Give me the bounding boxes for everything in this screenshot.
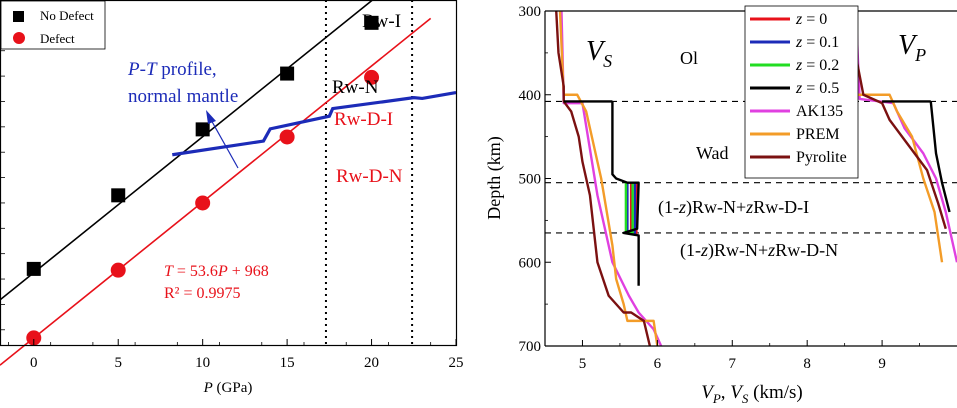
left-legend: No Defect Defect xyxy=(0,0,106,50)
x-tick-label: 5 xyxy=(579,356,587,372)
fit-line xyxy=(0,17,432,366)
legend-label: Pyrolite xyxy=(796,149,847,166)
annotation-r-squared: R² = 0.9975 xyxy=(164,285,241,302)
annotation-vp: VP xyxy=(898,30,926,65)
legend-label: z = 0.5 xyxy=(795,80,839,97)
x-tick-label: 9 xyxy=(878,356,886,372)
data-point-defect xyxy=(195,195,211,211)
annotation-rw-d-n: Rw-D-N xyxy=(336,166,403,187)
left-plot-area xyxy=(0,0,457,366)
annotation-rw-d-i: Rw-D-I xyxy=(334,109,393,130)
pt-profile-arrow xyxy=(206,110,239,169)
data-point-defect xyxy=(26,330,42,346)
right-chart: 5 6 7 8 9 300 400 500 600 700 VS VP Ol Wad (1-z)R… xyxy=(484,4,957,406)
x-tick-label: 5 xyxy=(114,355,122,371)
data-point-no-defect xyxy=(280,66,295,81)
data-point-defect xyxy=(364,69,380,85)
legend-label-no-defect: No Defect xyxy=(40,8,94,23)
annotation-layer2: (1-z)Rw-N+zRw-D-N xyxy=(680,240,838,261)
y-tick-label: 400 xyxy=(519,88,542,104)
pt-profile-line xyxy=(172,91,457,157)
z05-vs-line xyxy=(611,101,640,286)
left-plot-frame xyxy=(0,0,458,347)
z05-vp-line xyxy=(929,101,951,213)
data-point-no-defect xyxy=(26,261,41,276)
annotation-layer1: (1-z)Rw-N+zRw-D-I xyxy=(658,197,809,218)
legend-label: PREM xyxy=(796,126,840,143)
left-chart: 0 5 10 15 20 25 No Defect Defect Rw-I Rw-N Rw… xyxy=(0,0,464,396)
prem-profile-vs xyxy=(558,10,659,347)
data-point-no-defect xyxy=(111,188,126,203)
y-tick-label: 300 xyxy=(519,4,542,20)
annotation-pt-profile-line2: normal mantle xyxy=(128,86,238,107)
x-tick-label: 0 xyxy=(30,355,38,371)
legend-label-defect: Defect xyxy=(40,31,75,46)
annotation-vs: VS xyxy=(586,36,612,71)
z-series-line xyxy=(624,182,634,235)
right-y-axis-label: Depth (km) xyxy=(484,136,505,219)
legend-circle-marker xyxy=(13,32,25,44)
data-point-no-defect xyxy=(195,122,210,137)
legend-label: z = 0.1 xyxy=(795,34,839,51)
annotation-rw-n: Rw-N xyxy=(332,77,379,98)
legend-label: z = 0 xyxy=(795,11,827,28)
ak135-profile-vs xyxy=(560,10,663,347)
x-tick-label: 6 xyxy=(654,356,662,372)
x-tick-label: 7 xyxy=(729,356,737,372)
right-legend: z = 0 z = 0.1 z = 0.2 z = 0.5 AK135 PREM Pyrol… xyxy=(744,5,859,179)
prem-profile-vp xyxy=(850,10,944,263)
right-axis-ticks: 5 6 7 8 9 300 400 500 600 700 xyxy=(519,4,920,372)
annotation-equation: T = 53.6P + 968 xyxy=(164,263,269,280)
left-x-ticks: 0 5 10 15 20 25 xyxy=(0,0,464,371)
pyrolite-profile-vs xyxy=(555,10,652,347)
y-tick-label: 700 xyxy=(519,339,542,355)
annotation-rw-i: Rw-I xyxy=(362,11,401,32)
x-tick-label: 8 xyxy=(803,356,811,372)
legend-label: z = 0.2 xyxy=(795,57,839,74)
annotation-wad: Wad xyxy=(696,143,729,163)
left-x-axis-label: P (GPa) xyxy=(203,380,253,396)
annotation-ol: Ol xyxy=(680,48,698,68)
data-point-defect xyxy=(279,129,295,145)
x-tick-label: 10 xyxy=(195,355,210,371)
y-tick-label: 600 xyxy=(519,255,542,271)
x-tick-label: 15 xyxy=(280,355,295,371)
x-tick-label: 25 xyxy=(449,355,464,371)
right-x-axis-label: VP, VS (km/s) xyxy=(701,382,803,406)
annotation-pt-profile-line1: P-T profile, xyxy=(127,59,217,80)
data-point-no-defect xyxy=(364,15,379,30)
y-tick-label: 500 xyxy=(519,172,542,188)
legend-label: AK135 xyxy=(796,103,843,120)
legend-square-marker xyxy=(13,11,24,22)
data-point-defect xyxy=(110,262,126,278)
x-tick-label: 20 xyxy=(364,355,379,371)
right-legend-box xyxy=(744,5,859,179)
